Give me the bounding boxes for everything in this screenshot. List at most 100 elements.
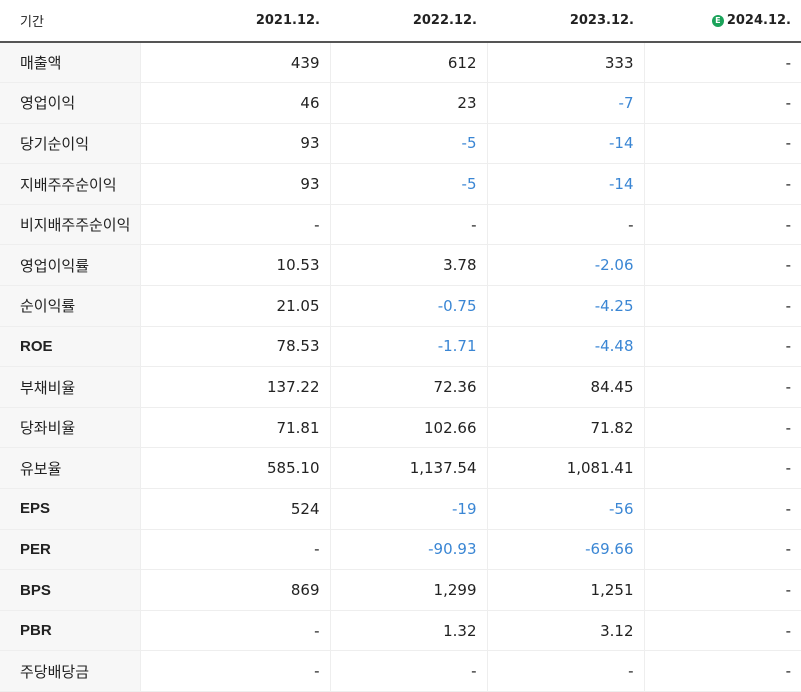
period-header-label: 기간 xyxy=(0,0,140,43)
table-row: 유보율 585.10 1,137.54 1,081.41- xyxy=(0,447,801,490)
table-row: 비지배주주순이익 - - - - xyxy=(0,204,801,246)
period-header-2021: 2021.12. xyxy=(140,0,330,43)
value-cell: -14 xyxy=(486,123,644,165)
estimate-icon: E xyxy=(711,15,724,27)
value-cell: 524 xyxy=(139,488,330,530)
value-cell: - xyxy=(329,204,487,246)
value-cell: - xyxy=(643,650,801,692)
period-header-2022: 2022.12. xyxy=(330,0,487,43)
value-cell: 3.12 xyxy=(486,610,644,652)
row-label: 순이익률 xyxy=(0,285,140,327)
value-cell: 78.53 xyxy=(139,326,330,368)
value-cell: 21.05 xyxy=(139,285,330,327)
value-cell: 1,137.54 xyxy=(329,447,487,490)
value-cell: -5 xyxy=(329,123,487,165)
value-cell: - xyxy=(643,204,801,246)
period-header-2023: 2023.12. xyxy=(487,0,644,43)
value-cell: -19 xyxy=(329,488,487,530)
table-row: 영업이익 46 23 -7- xyxy=(0,82,801,124)
row-label: 유보율 xyxy=(0,447,140,490)
row-label: BPS xyxy=(0,569,140,611)
value-cell: 10.53 xyxy=(139,244,330,287)
value-cell: - xyxy=(643,366,801,408)
row-label: PER xyxy=(0,529,140,571)
value-cell: - xyxy=(643,123,801,165)
value-cell: - xyxy=(139,204,330,246)
value-cell: 93 xyxy=(139,123,330,165)
value-cell: 1,299 xyxy=(329,569,487,611)
value-cell: 71.81 xyxy=(139,407,330,449)
value-cell: 1,251 xyxy=(486,569,644,611)
value-cell: 612 xyxy=(329,42,487,84)
value-cell: 102.66 xyxy=(329,407,487,449)
value-cell: 93 xyxy=(139,163,330,205)
row-label: 당좌비율 xyxy=(0,407,140,449)
value-cell: - xyxy=(643,82,801,124)
value-cell: 71.82 xyxy=(486,407,644,449)
row-label: 지배주주순이익 xyxy=(0,163,140,205)
period-header-2024: E 2024.12. xyxy=(644,0,801,43)
value-cell: - xyxy=(643,285,801,327)
value-cell: - xyxy=(643,163,801,205)
row-label: PBR xyxy=(0,610,140,652)
row-label: 부채비율 xyxy=(0,366,140,408)
value-cell: -69.66 xyxy=(486,529,644,571)
value-cell: 23 xyxy=(329,82,487,124)
value-cell: - xyxy=(486,650,644,692)
value-cell: 333 xyxy=(486,42,644,84)
row-label: 주당배당금 xyxy=(0,650,140,692)
value-cell: - xyxy=(139,529,330,571)
value-cell: 72.36 xyxy=(329,366,487,408)
value-cell: - xyxy=(643,244,801,287)
value-cell: 3.78 xyxy=(329,244,487,287)
table-row: BPS 869 1,299 1,251- xyxy=(0,569,801,611)
value-cell: 1,081.41 xyxy=(486,447,644,490)
value-cell: - xyxy=(139,650,330,692)
value-cell: - xyxy=(643,529,801,571)
value-cell: - xyxy=(643,488,801,530)
table-row: PER - -90.93 -69.66- xyxy=(0,529,801,571)
table-row: ROE 78.53 -1.71 -4.48- xyxy=(0,326,801,368)
row-label: EPS xyxy=(0,488,140,530)
value-cell: - xyxy=(643,42,801,84)
value-cell: - xyxy=(643,326,801,368)
row-label: 매출액 xyxy=(0,42,140,84)
value-cell: 585.10 xyxy=(139,447,330,490)
row-label: 당기순이익 xyxy=(0,123,140,165)
value-cell: - xyxy=(643,610,801,652)
value-cell: -4.48 xyxy=(486,326,644,368)
table-row: 순이익률 21.05 -0.75 -4.25- xyxy=(0,285,801,327)
value-cell: - xyxy=(643,407,801,449)
value-cell: - xyxy=(643,569,801,611)
value-cell: -7 xyxy=(486,82,644,124)
value-cell: -2.06 xyxy=(486,244,644,287)
table-row: 영업이익률 10.53 3.78 -2.06- xyxy=(0,244,801,287)
table-row: 당기순이익 93 -5 -14- xyxy=(0,123,801,165)
table-row: 부채비율 137.22 72.36 84.45- xyxy=(0,366,801,408)
table-row: EPS 524 -19 -56- xyxy=(0,488,801,530)
value-cell: 84.45 xyxy=(486,366,644,408)
value-cell: - xyxy=(139,610,330,652)
value-cell: -1.71 xyxy=(329,326,487,368)
table-row: 주당배당금 - - - - xyxy=(0,650,801,692)
value-cell: -90.93 xyxy=(329,529,487,571)
row-label: 영업이익 xyxy=(0,82,140,124)
value-cell: -5 xyxy=(329,163,487,205)
row-label: ROE xyxy=(0,326,140,368)
table-row: 지배주주순이익 93 -5 -14- xyxy=(0,163,801,205)
value-cell: -14 xyxy=(486,163,644,205)
value-cell: - xyxy=(329,650,487,692)
value-cell: -0.75 xyxy=(329,285,487,327)
value-cell: 46 xyxy=(139,82,330,124)
period-header-2024-label: 2024.12. xyxy=(726,13,791,28)
row-label: 영업이익률 xyxy=(0,244,140,287)
table-row: 매출액 439 612 333- xyxy=(0,42,801,84)
table-row: 당좌비율 71.81 102.66 71.82- xyxy=(0,407,801,449)
value-cell: 1.32 xyxy=(329,610,487,652)
value-cell: 869 xyxy=(139,569,330,611)
value-cell: 137.22 xyxy=(139,366,330,408)
row-label: 비지배주주순이익 xyxy=(0,204,140,246)
value-cell: - xyxy=(486,204,644,246)
value-cell: 439 xyxy=(139,42,330,84)
